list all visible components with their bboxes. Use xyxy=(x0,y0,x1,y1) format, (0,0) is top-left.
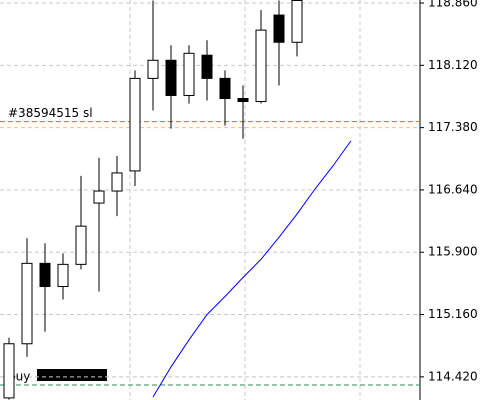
candle-body xyxy=(57,263,69,288)
y-tick-label: 117.380 xyxy=(428,120,478,134)
candle-body xyxy=(111,172,123,192)
level-label: #38594515 sl xyxy=(8,106,93,120)
candle-body xyxy=(273,14,285,43)
candle-body xyxy=(219,77,231,100)
y-tick-label: 115.160 xyxy=(428,307,478,321)
candle-body xyxy=(201,54,213,79)
candle-body xyxy=(165,59,177,96)
candle-body xyxy=(183,52,195,96)
candle-body xyxy=(291,0,303,43)
grid xyxy=(129,0,361,400)
candle-body xyxy=(147,59,159,79)
candle-body xyxy=(21,262,33,345)
y-tick-label: 116.640 xyxy=(428,182,478,196)
candle-body xyxy=(75,225,87,265)
candle-body xyxy=(237,98,249,103)
y-tick-label: 118.860 xyxy=(428,0,478,10)
candle-body xyxy=(93,190,105,204)
candle-body xyxy=(255,29,267,103)
candle-body xyxy=(129,77,141,172)
y-tick-label: 115.900 xyxy=(428,245,478,259)
y-tick-label: 118.120 xyxy=(428,58,478,72)
candle-body xyxy=(39,262,51,288)
indicator-line xyxy=(152,140,352,398)
redacted-label xyxy=(37,369,107,381)
candle-body xyxy=(3,343,15,399)
y-tick-label: 114.420 xyxy=(428,369,478,383)
